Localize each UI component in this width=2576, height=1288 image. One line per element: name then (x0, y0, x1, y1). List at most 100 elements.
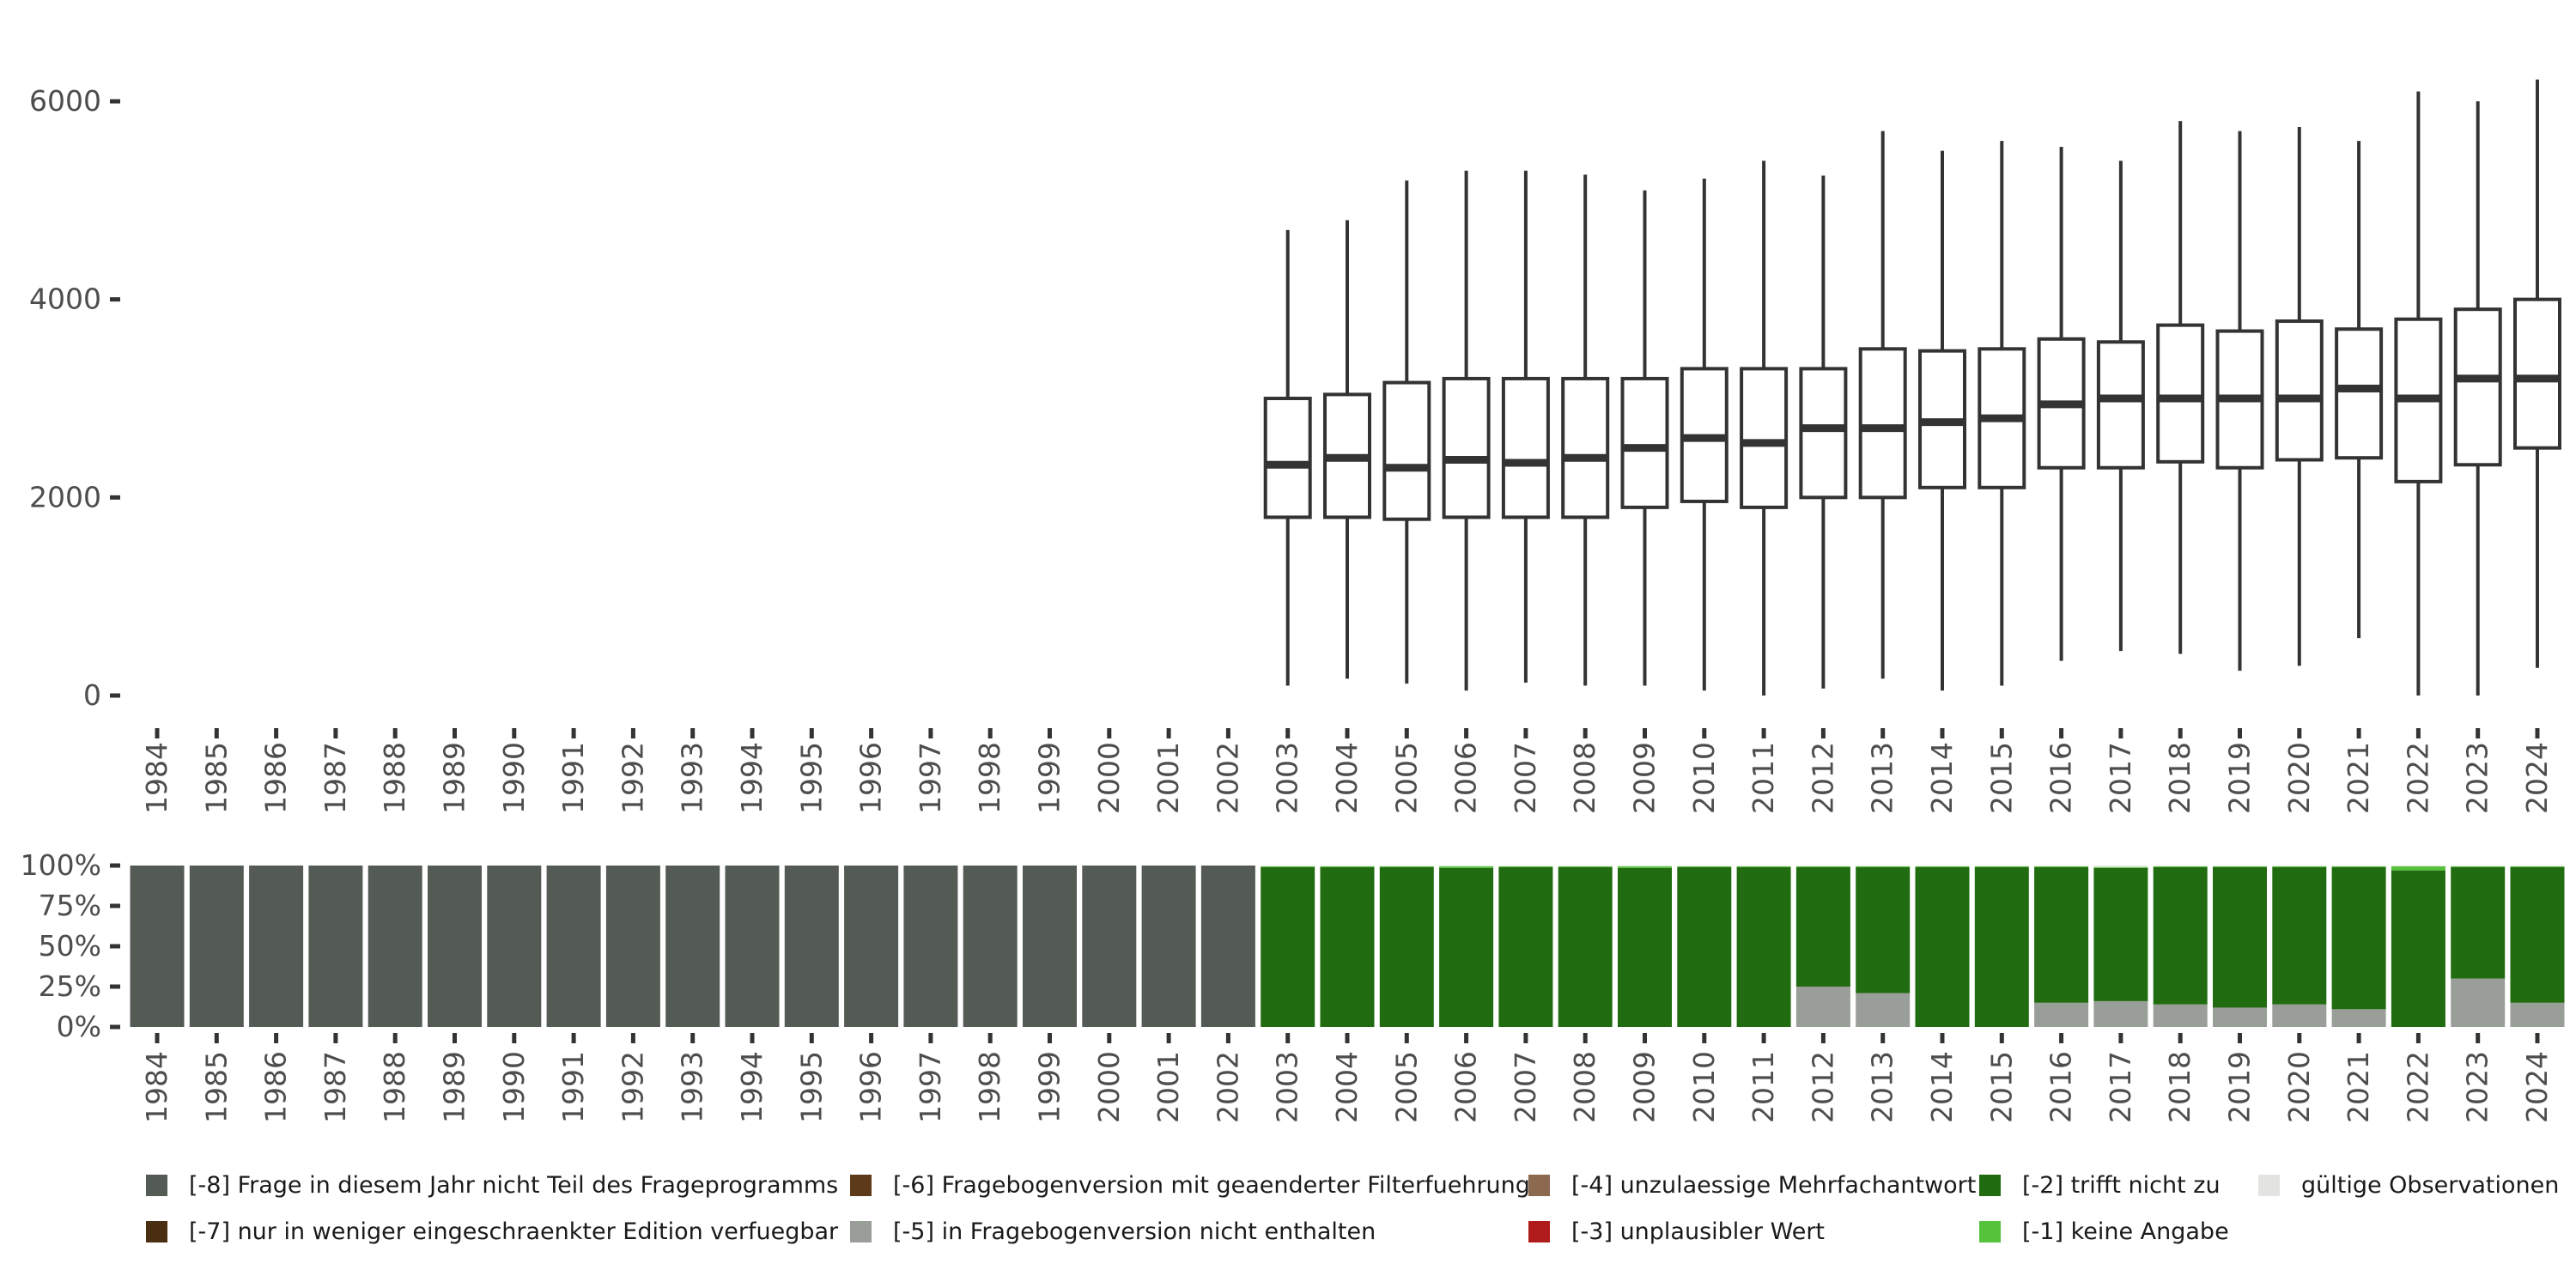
x-tick-label: 2023 (2461, 1051, 2494, 1123)
x-tick-label: 2009 (1628, 1051, 1662, 1123)
bar-segment-1985-0 (189, 866, 244, 1027)
bar-segment-2013-7 (1856, 866, 1911, 867)
y-tick-label: 50% (39, 929, 101, 963)
x-tick-label: 2017 (2104, 742, 2137, 814)
box-2004 (1323, 220, 1371, 679)
legend-label-minus2: [-2] trifft nicht zu (2022, 1172, 2221, 1199)
y-tick-label: 75% (39, 889, 101, 922)
x-tick-label: 2002 (1211, 1051, 1244, 1123)
bar-segment-2005-7 (1379, 866, 1434, 867)
x-tick-label: 2011 (1747, 742, 1780, 814)
bar-segment-2015-6 (1974, 866, 2029, 1027)
bar-segment-2017-7 (2093, 866, 2148, 868)
x-tick-label: 1987 (319, 742, 352, 814)
x-tick-label: 2011 (1747, 1051, 1780, 1123)
y-tick-label: 100% (21, 848, 101, 882)
box-2006 (1442, 170, 1491, 691)
x-tick-label: 1996 (854, 1051, 888, 1123)
bar-segment-2012-6 (1795, 866, 1850, 987)
x-tick-label: 2006 (1449, 1051, 1483, 1123)
x-tick-label: 2024 (2520, 1051, 2554, 1123)
x-tick-label: 2015 (1984, 742, 2018, 814)
legend-swatch-minus2 (1979, 1175, 2001, 1196)
bar-segment-2010-6 (1677, 866, 1732, 1027)
x-tick-label: 1998 (973, 742, 1006, 814)
x-tick-label: 2007 (1509, 742, 1542, 814)
bar-segment-2012-7 (1795, 866, 1850, 867)
x-tick-label: 2004 (1330, 742, 1364, 814)
legend-label-minus3: [-3] unplausibler Wert (1571, 1218, 1826, 1245)
bar-segment-2009-7 (1618, 866, 1672, 868)
x-tick-label: 2022 (2401, 1051, 2434, 1123)
legend-swatch-minus6 (850, 1175, 872, 1196)
bar-segment-2020-3 (2272, 1004, 2327, 1027)
bar-segment-2016-6 (2034, 866, 2089, 1003)
x-tick-label: 2008 (1568, 1051, 1601, 1123)
x-tick-label: 2016 (2044, 1051, 2078, 1123)
x-tick-label: 1999 (1033, 1051, 1066, 1123)
y-tick-label: 25% (39, 969, 101, 1003)
bar-segment-2006-7 (1439, 866, 1494, 868)
bar-segment-1998-0 (963, 866, 1018, 1027)
box-iqr (1561, 376, 1610, 519)
x-tick-label: 1999 (1033, 742, 1066, 814)
bar-segment-2001-0 (1141, 866, 1196, 1027)
x-tick-label: 1989 (438, 1051, 471, 1123)
x-tick-label: 1985 (199, 1051, 233, 1123)
x-tick-label: 2005 (1389, 742, 1423, 814)
bar-segment-1996-0 (844, 866, 899, 1027)
stacked-bar-panel: 0% 25% 50% 75% 100% 1984 1985 1986 1987 1988 1989 1… (21, 848, 2565, 1123)
box-2019 (2215, 131, 2264, 671)
bar-segment-2010-7 (1677, 866, 1732, 867)
box-iqr (2335, 327, 2384, 460)
legend-swatch-minus5 (850, 1221, 872, 1242)
x-tick-label: 2007 (1509, 1051, 1542, 1123)
legend-item-minus6: [-6] Fragebogenversion mit geaenderter F… (850, 1172, 1530, 1199)
x-tick-label: 1991 (556, 742, 590, 814)
box-iqr (2096, 340, 2145, 470)
x-tick-label: 2016 (2044, 742, 2078, 814)
x-tick-label: 1993 (676, 742, 709, 814)
box-iqr (2453, 307, 2502, 467)
legend-swatch-minus8 (146, 1175, 167, 1196)
bar-segment-2012-3 (1795, 987, 1850, 1027)
bar-segment-2021-6 (2331, 866, 2386, 1010)
bar-segment-1987-0 (308, 866, 363, 1027)
x-tick-label: 2013 (1866, 742, 1899, 814)
bar-segment-2000-0 (1082, 866, 1137, 1027)
legend-item-minus3: [-3] unplausibler Wert (1528, 1218, 1825, 1245)
box-iqr (1263, 397, 1312, 519)
box-2021 (2335, 141, 2384, 639)
box-2023 (2453, 101, 2502, 696)
y-tick-label: 0 (83, 678, 101, 712)
x-tick-label: 2013 (1866, 1051, 1899, 1123)
legend: [-8] Frage in diesem Jahr nicht Teil des… (146, 1172, 2567, 1267)
x-tick-label: 2019 (2223, 1051, 2257, 1123)
bar-segment-2023-3 (2451, 978, 2506, 1027)
x-tick-label: 1986 (259, 742, 293, 814)
bar-segment-2004-6 (1320, 866, 1375, 1027)
x-tick-label: 2020 (2282, 742, 2316, 814)
bar-segment-2017-6 (2093, 867, 2148, 1001)
x-tick-label: 1988 (378, 1051, 411, 1123)
bar-segment-2016-3 (2034, 1002, 2089, 1027)
x-tick-label: 2012 (1806, 1051, 1839, 1123)
box-2017 (2096, 161, 2145, 652)
x-tick-label: 2014 (1925, 742, 1959, 814)
x-tick-label: 2001 (1151, 1051, 1185, 1123)
box-iqr (2275, 319, 2324, 462)
legend-swatch-minus1 (1979, 1221, 2001, 1242)
bar-segment-2016-7 (2034, 866, 2089, 867)
bar-segment-2005-6 (1379, 866, 1434, 1027)
bar-segment-2003-7 (1261, 866, 1315, 867)
x-tick-label: 2014 (1925, 1051, 1959, 1123)
x-tick-label: 2012 (1806, 742, 1839, 814)
x-tick-label: 1992 (616, 742, 649, 814)
box-2022 (2394, 91, 2443, 696)
x-tick-label: 1990 (497, 1051, 531, 1123)
x-tick-label: 2018 (2163, 742, 2196, 814)
y-tick-label: 6000 (29, 84, 101, 118)
bar-segment-2022-7 (2391, 866, 2445, 871)
box-iqr (1442, 376, 1491, 519)
x-tick-label: 2009 (1628, 742, 1662, 814)
